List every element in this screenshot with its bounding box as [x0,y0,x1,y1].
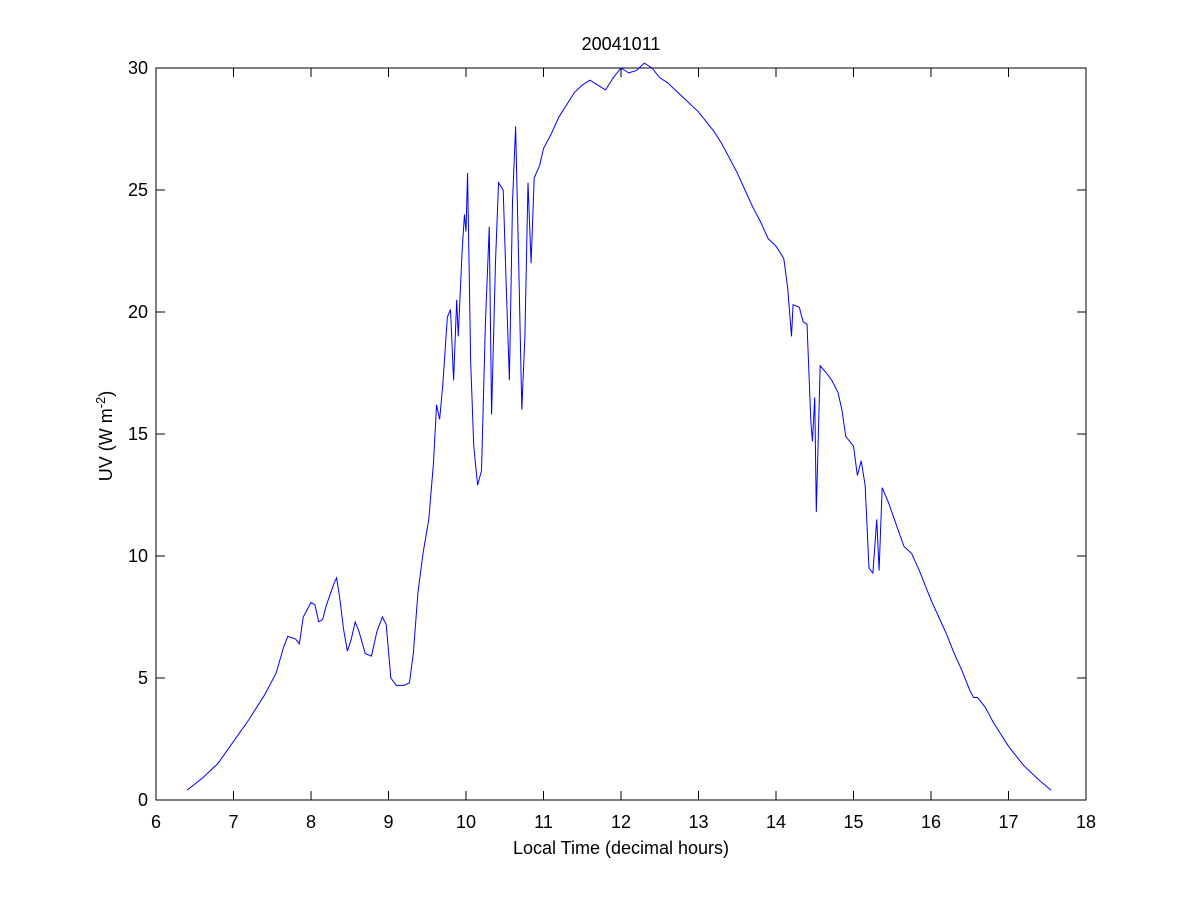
y-tick-label: 15 [128,424,148,444]
x-tick-label: 11 [534,812,553,832]
x-tick-label: 16 [921,812,941,832]
data-line [186,62,1052,791]
y-tick-label: 20 [128,302,148,322]
x-tick-label: 12 [611,812,631,832]
x-tick-label: 17 [998,812,1018,832]
y-label-suffix: ) [96,391,116,397]
y-tick-label: 10 [128,546,148,566]
y-label-text: UV (W m [96,408,116,481]
y-tick-label: 30 [128,58,148,78]
x-tick-label: 18 [1076,812,1096,832]
x-tick-label: 14 [766,812,786,832]
plot-box [155,67,1087,801]
x-tick-label: 7 [228,812,238,832]
x-axis-label: Local Time (decimal hours) [513,838,729,858]
x-tick-label: 13 [688,812,708,832]
x-tick-label: 10 [456,812,476,832]
y-axis-label: UV (W m-2) [93,391,116,482]
y-label-sup: -2 [93,397,108,409]
y-tick-label: 25 [128,180,148,200]
x-tick-label: 6 [151,812,161,832]
chart-title: 20041011 [582,34,661,54]
x-tick-label: 15 [843,812,863,832]
y-tick-label: 5 [138,668,148,688]
y-tick-label: 0 [138,790,148,810]
x-tick-label: 9 [383,812,393,832]
x-tick-label: 8 [306,812,316,832]
